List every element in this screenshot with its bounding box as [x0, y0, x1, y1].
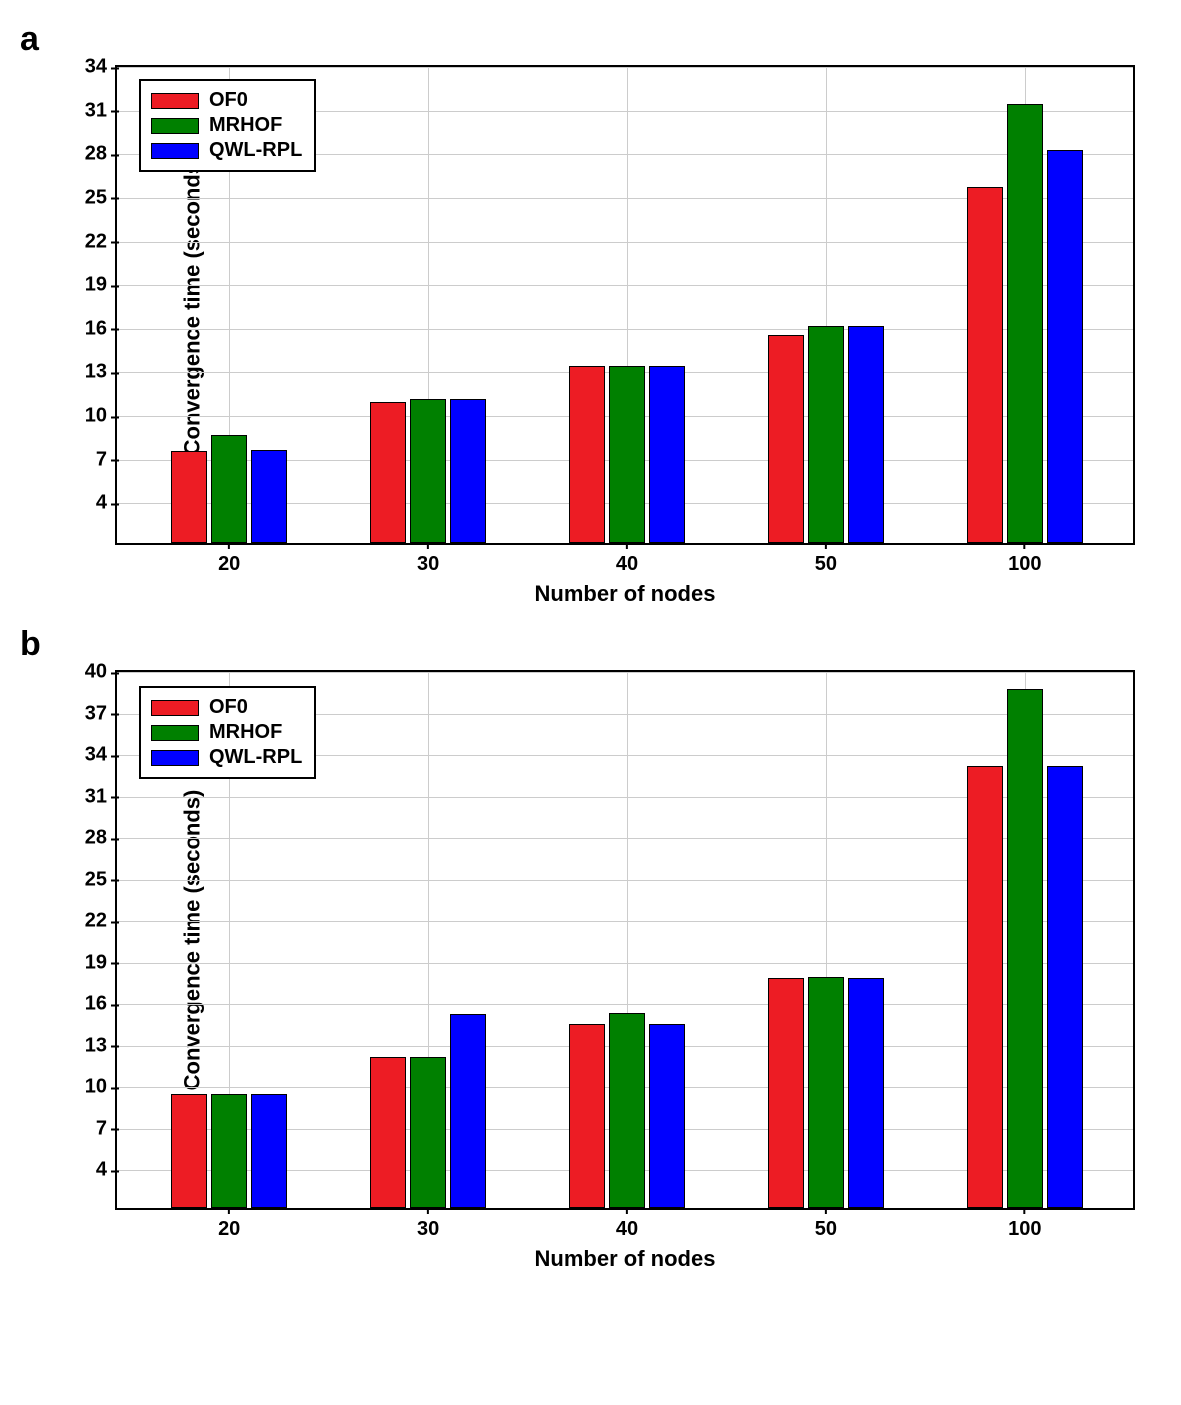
- y-tick-label: 10: [85, 1076, 117, 1099]
- y-tick-label: 7: [96, 1117, 117, 1140]
- bar-mrhof: [609, 1013, 645, 1208]
- bar-qwl-rpl: [649, 366, 685, 543]
- bar-of0: [569, 366, 605, 543]
- x-tick-label: 50: [815, 543, 837, 576]
- legend-swatch: [151, 143, 199, 159]
- x-tick-label: 40: [616, 1208, 638, 1241]
- bar-of0: [768, 978, 804, 1208]
- legend-text: QWL-RPL: [209, 746, 302, 769]
- legend-swatch: [151, 700, 199, 716]
- panel-b-label: b: [20, 625, 1161, 664]
- grid-line-h: [117, 672, 1133, 673]
- y-tick-label: 31: [85, 99, 117, 122]
- bar-of0: [171, 451, 207, 543]
- legend-row-of0: OF0: [151, 89, 302, 112]
- x-tick-label: 30: [417, 1208, 439, 1241]
- legend-a: OF0MRHOFQWL-RPL: [139, 79, 316, 172]
- bar-of0: [370, 1057, 406, 1208]
- bar-qwl-rpl: [450, 1014, 486, 1208]
- y-tick-label: 7: [96, 448, 117, 471]
- legend-swatch: [151, 750, 199, 766]
- legend-row-mrhof: MRHOF: [151, 721, 302, 744]
- y-tick-label: 19: [85, 274, 117, 297]
- bar-qwl-rpl: [251, 1094, 287, 1208]
- y-tick-label: 19: [85, 951, 117, 974]
- y-tick-label: 34: [85, 744, 117, 767]
- bar-mrhof: [808, 326, 844, 543]
- x-tick-label: 20: [218, 1208, 240, 1241]
- x-tick-label: 20: [218, 543, 240, 576]
- x-tick-label: 40: [616, 543, 638, 576]
- bar-qwl-rpl: [848, 326, 884, 543]
- panel-a-label: a: [20, 20, 1161, 59]
- bar-mrhof: [211, 1094, 247, 1208]
- chart-a-ylabel: Convergence time (seconds): [179, 155, 205, 456]
- y-tick-label: 10: [85, 405, 117, 428]
- bar-of0: [967, 766, 1003, 1208]
- legend-swatch: [151, 725, 199, 741]
- bar-mrhof: [410, 399, 446, 543]
- plot-a-area: Convergence time (seconds) Number of nod…: [115, 65, 1135, 545]
- bar-of0: [967, 187, 1003, 543]
- bar-of0: [171, 1094, 207, 1208]
- bar-of0: [768, 335, 804, 543]
- legend-row-mrhof: MRHOF: [151, 114, 302, 137]
- bar-qwl-rpl: [450, 399, 486, 543]
- x-tick-label: 30: [417, 543, 439, 576]
- y-tick-label: 16: [85, 993, 117, 1016]
- y-tick-label: 4: [96, 1159, 117, 1182]
- chart-a-box: Convergence time (seconds) Number of nod…: [115, 65, 1161, 545]
- chart-b-xlabel: Number of nodes: [535, 1246, 716, 1272]
- y-tick-label: 16: [85, 317, 117, 340]
- y-tick-label: 31: [85, 785, 117, 808]
- bar-qwl-rpl: [251, 450, 287, 543]
- x-tick-label: 50: [815, 1208, 837, 1241]
- legend-swatch: [151, 93, 199, 109]
- legend-text: OF0: [209, 696, 248, 719]
- plot-b-area: Convergence time (seconds) Number of nod…: [115, 670, 1135, 1210]
- y-tick-label: 13: [85, 361, 117, 384]
- y-tick-label: 34: [85, 56, 117, 79]
- bar-qwl-rpl: [649, 1024, 685, 1208]
- bar-mrhof: [808, 977, 844, 1208]
- legend-row-qwl-rpl: QWL-RPL: [151, 746, 302, 769]
- y-tick-label: 28: [85, 827, 117, 850]
- bar-qwl-rpl: [1047, 150, 1083, 543]
- legend-text: MRHOF: [209, 721, 282, 744]
- grid-line-h: [117, 67, 1133, 68]
- y-tick-label: 22: [85, 910, 117, 933]
- panel-a: a Convergence time (seconds) Number of n…: [20, 20, 1161, 545]
- panel-b: b Convergence time (seconds) Number of n…: [20, 625, 1161, 1210]
- x-tick-label: 100: [1008, 543, 1041, 576]
- y-tick-label: 28: [85, 143, 117, 166]
- bar-mrhof: [609, 366, 645, 543]
- legend-text: MRHOF: [209, 114, 282, 137]
- legend-row-qwl-rpl: QWL-RPL: [151, 139, 302, 162]
- bar-of0: [569, 1024, 605, 1208]
- chart-a-xlabel: Number of nodes: [535, 581, 716, 607]
- bar-mrhof: [211, 435, 247, 543]
- bar-qwl-rpl: [848, 978, 884, 1208]
- y-tick-label: 4: [96, 492, 117, 515]
- bar-mrhof: [1007, 689, 1043, 1208]
- y-tick-label: 25: [85, 868, 117, 891]
- legend-b: OF0MRHOFQWL-RPL: [139, 686, 316, 779]
- bar-mrhof: [1007, 104, 1043, 543]
- legend-swatch: [151, 118, 199, 134]
- bar-of0: [370, 402, 406, 543]
- y-tick-label: 40: [85, 661, 117, 684]
- y-tick-label: 25: [85, 186, 117, 209]
- x-tick-label: 100: [1008, 1208, 1041, 1241]
- legend-text: QWL-RPL: [209, 139, 302, 162]
- chart-b-box: Convergence time (seconds) Number of nod…: [115, 670, 1161, 1210]
- legend-row-of0: OF0: [151, 696, 302, 719]
- figure: a Convergence time (seconds) Number of n…: [20, 20, 1161, 1210]
- y-tick-label: 37: [85, 702, 117, 725]
- bar-qwl-rpl: [1047, 766, 1083, 1208]
- y-tick-label: 22: [85, 230, 117, 253]
- y-tick-label: 13: [85, 1034, 117, 1057]
- legend-text: OF0: [209, 89, 248, 112]
- bar-mrhof: [410, 1057, 446, 1208]
